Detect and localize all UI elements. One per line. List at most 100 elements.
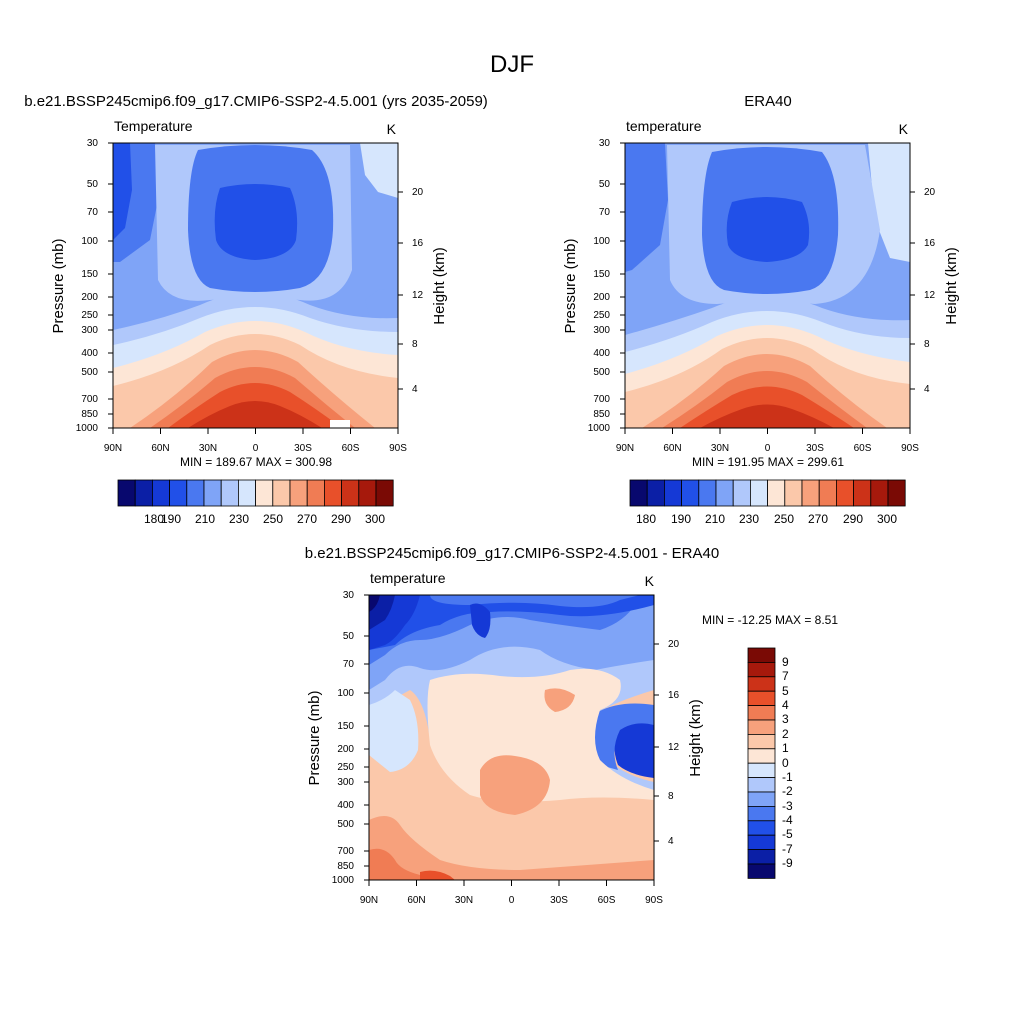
colorbar-box	[818, 479, 837, 507]
x-tick-label: 0	[765, 443, 771, 454]
y-tick-label: 50	[599, 179, 611, 190]
band-pos-4-low	[420, 870, 455, 880]
y-tick-label: 250	[337, 762, 354, 773]
y-tick-label: 150	[337, 721, 354, 732]
colorbar-label: 9	[782, 655, 789, 669]
colorbar-box	[853, 479, 872, 507]
y-tick-label: 150	[593, 269, 610, 280]
contour-field	[113, 143, 398, 428]
y-tick-label: 300	[593, 325, 610, 336]
colorbar-box	[289, 479, 308, 507]
y2-tick-label: 8	[924, 339, 930, 350]
colorbar-boxes	[747, 647, 776, 879]
y2-tick-label: 12	[668, 742, 680, 753]
y2-tick-label: 4	[924, 384, 930, 395]
y-tick-label: 850	[593, 409, 610, 420]
band-high-lat-cold	[625, 143, 668, 272]
x-tick-label: 90N	[360, 895, 378, 906]
colorbar-box	[747, 719, 776, 735]
y2-tick-label: 12	[924, 290, 936, 301]
y-tick-label: 500	[337, 819, 354, 830]
y2-axis: 20 16 12 8 4 Height (km)	[398, 187, 448, 395]
y2-axis-title: Height (km)	[943, 247, 960, 325]
colorbar-boxes	[117, 479, 394, 507]
units-label: K	[645, 573, 655, 589]
colorbar-box	[801, 479, 820, 507]
y2-tick-label: 4	[668, 836, 674, 847]
colorbar-box	[134, 479, 153, 507]
colorbar-label: 210	[705, 512, 725, 526]
y2-tick-label: 16	[924, 238, 936, 249]
x-axis: 90N 60N 30N 0 30S 60S 90S	[616, 428, 919, 454]
y-tick-label: 50	[343, 631, 355, 642]
colorbar-box	[747, 834, 776, 851]
x-tick-label: 0	[253, 443, 259, 454]
colorbar-box	[747, 777, 776, 793]
y-tick-label: 50	[87, 179, 99, 190]
colorbar-box	[747, 690, 776, 707]
colorbar-box	[747, 676, 776, 692]
y-tick-label: 100	[337, 688, 354, 699]
units-label: K	[899, 121, 909, 137]
colorbar-label: -2	[782, 784, 793, 798]
colorbar-box	[151, 479, 170, 507]
colorbar-box	[272, 479, 291, 507]
y-tick-label: 200	[337, 744, 354, 755]
x-tick-label: 90S	[645, 895, 663, 906]
stats-label: MIN = -12.25 MAX = 8.51	[702, 613, 838, 627]
y-tick-label: 100	[593, 236, 610, 247]
y-axis-title: Pressure (mb)	[50, 238, 67, 333]
colorbar-box	[715, 479, 734, 507]
y2-tick-label: 16	[412, 238, 424, 249]
y-tick-label: 1000	[76, 423, 99, 434]
colorbar-box	[747, 662, 776, 678]
y-tick-label: 400	[337, 800, 354, 811]
band-neg-right-2	[593, 703, 654, 770]
y-axis-title: Pressure (mb)	[562, 238, 579, 333]
colorbar-label: 300	[877, 512, 897, 526]
band-300	[700, 404, 834, 428]
colorbar-label: 290	[331, 512, 351, 526]
colorbar-label: 0	[782, 756, 789, 770]
y-tick-label: 1000	[332, 875, 355, 886]
y2-tick-label: 20	[412, 187, 424, 198]
variable-label: temperature	[626, 118, 702, 134]
colorbar-box	[732, 479, 751, 507]
colorbar-box	[784, 479, 803, 507]
band-neg-4	[369, 595, 654, 650]
contour-field	[369, 595, 654, 880]
panel-title: ERA40	[744, 93, 792, 110]
colorbar-box	[870, 479, 889, 507]
colorbar-box	[836, 479, 855, 507]
y2-tick-label: 20	[924, 187, 936, 198]
colorbar-label: 7	[782, 669, 789, 683]
colorbar-box	[747, 762, 776, 779]
colorbar-box	[117, 479, 136, 507]
y-tick-label: 850	[337, 861, 354, 872]
colorbar-box	[747, 806, 776, 822]
colorbar: 180 190 210 230 250 270 290 300	[117, 479, 394, 526]
y2-tick-label: 4	[412, 384, 418, 395]
band-neg-1-left	[369, 690, 419, 772]
colorbar-label: 250	[774, 512, 794, 526]
band-trop-coldest	[214, 184, 298, 260]
colorbar-box	[767, 479, 786, 507]
colorbar-label: 4	[782, 698, 789, 712]
y-tick-label: 200	[593, 292, 610, 303]
band-high-lat-colder	[113, 143, 132, 240]
y-tick-label: 250	[593, 310, 610, 321]
y-tick-label: 500	[593, 367, 610, 378]
x-tick-label: 30S	[550, 895, 568, 906]
band-pos-2	[480, 755, 550, 815]
y2-axis-title: Height (km)	[687, 699, 704, 777]
x-tick-label: 60N	[407, 895, 425, 906]
band-upper-right	[868, 143, 910, 262]
colorbar-label: -5	[782, 827, 793, 841]
colorbar-label: -1	[782, 770, 793, 784]
y2-tick-label: 8	[668, 791, 674, 802]
colorbar-box	[169, 479, 188, 507]
x-tick-label: 30S	[294, 443, 312, 454]
stats-label: MIN = 189.67 MAX = 300.98	[180, 455, 332, 469]
colorbar-label: 270	[297, 512, 317, 526]
